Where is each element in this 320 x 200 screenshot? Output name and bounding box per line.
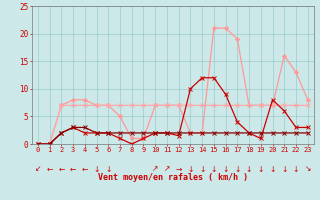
Text: ↙: ↙: [35, 164, 41, 173]
Text: →: →: [175, 164, 182, 173]
Text: ↓: ↓: [246, 164, 252, 173]
Text: ↓: ↓: [222, 164, 229, 173]
Text: ↓: ↓: [211, 164, 217, 173]
Text: ↓: ↓: [105, 164, 111, 173]
Text: ↓: ↓: [281, 164, 287, 173]
Text: ↓: ↓: [269, 164, 276, 173]
Text: ↗: ↗: [152, 164, 158, 173]
Text: ↓: ↓: [93, 164, 100, 173]
X-axis label: Vent moyen/en rafales ( km/h ): Vent moyen/en rafales ( km/h ): [98, 173, 248, 182]
Text: ←: ←: [46, 164, 53, 173]
Text: ←: ←: [82, 164, 88, 173]
Text: ↓: ↓: [293, 164, 299, 173]
Text: ↓: ↓: [258, 164, 264, 173]
Text: ←: ←: [70, 164, 76, 173]
Text: ↓: ↓: [234, 164, 241, 173]
Text: ↘: ↘: [305, 164, 311, 173]
Text: ↓: ↓: [199, 164, 205, 173]
Text: ↓: ↓: [187, 164, 194, 173]
Text: ←: ←: [58, 164, 65, 173]
Text: ↗: ↗: [164, 164, 170, 173]
